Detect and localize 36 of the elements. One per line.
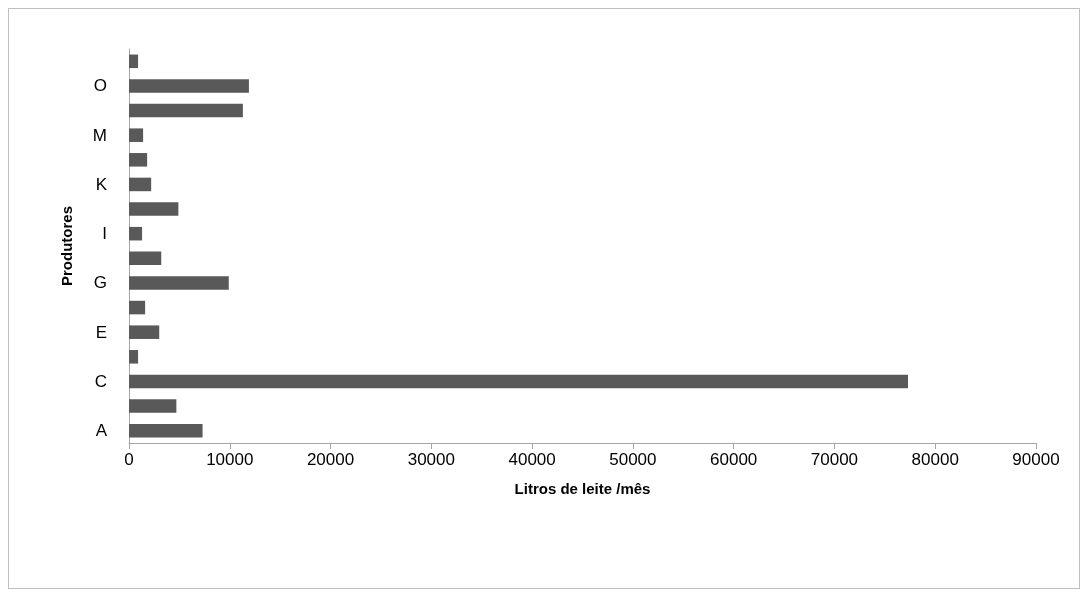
bar: [129, 226, 143, 241]
y-tick-label: O: [93, 76, 107, 96]
bar: [129, 202, 179, 216]
bar: [129, 79, 249, 93]
x-tick-label: 10000: [206, 450, 254, 469]
x-tick-label: 70000: [810, 450, 859, 469]
x-tick-label: 0: [124, 450, 134, 469]
bar: [129, 153, 148, 167]
y-tick-label: E: [95, 322, 107, 342]
bar: [129, 251, 162, 266]
y-tick-label: A: [95, 421, 108, 441]
x-tick-label: 40000: [508, 450, 556, 469]
y-tick-label: I: [102, 224, 107, 244]
y-axis-title: Produtores: [58, 205, 75, 287]
bar: [129, 128, 144, 142]
bar: [129, 374, 909, 389]
y-tick-label: G: [93, 273, 107, 293]
x-axis-title: Litros de leite /mês: [514, 480, 651, 497]
y-tick-label: C: [94, 371, 107, 391]
y-tick-label: M: [92, 125, 107, 145]
x-tick-label: 20000: [306, 450, 355, 469]
bar: [129, 177, 152, 192]
x-tick-label: 60000: [710, 450, 758, 469]
x-tick-label: 30000: [407, 450, 455, 469]
x-tick-label: 80000: [911, 450, 959, 469]
y-tick-label: K: [95, 174, 108, 194]
x-tick-label: 50000: [609, 450, 657, 469]
bar: [129, 103, 243, 118]
bar: [129, 276, 229, 290]
x-tick-label: 90000: [1012, 450, 1060, 469]
bar: [129, 399, 177, 413]
bar: [129, 350, 139, 364]
bar: [129, 300, 146, 315]
bar: [129, 325, 160, 339]
bar: [129, 54, 139, 69]
bar: [129, 423, 203, 438]
